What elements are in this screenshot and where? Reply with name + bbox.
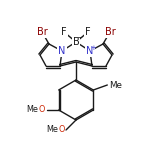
Text: B: B [73,37,79,47]
Text: Me: Me [26,105,38,114]
Text: Br: Br [37,27,47,37]
Text: O: O [38,105,45,114]
Text: N: N [86,46,94,56]
Text: Br: Br [105,27,115,37]
Text: Me: Me [109,81,122,90]
Text: Me: Me [46,126,58,135]
Text: F: F [61,27,67,37]
Text: +: + [91,45,96,50]
Text: O: O [59,126,65,135]
Text: N: N [58,46,66,56]
Text: −: − [77,36,82,41]
Text: F: F [85,27,91,37]
